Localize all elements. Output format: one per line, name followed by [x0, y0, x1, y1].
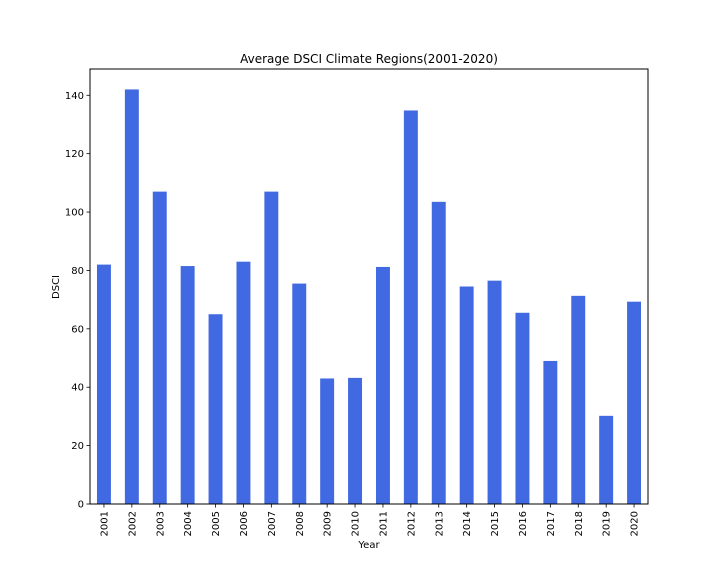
x-tick-label-2014: 2014 [462, 511, 473, 536]
x-tick-label-2018: 2018 [574, 511, 585, 536]
bar-2012 [403, 110, 418, 505]
chart-title: Average DSCI Climate Regions(2001-2020) [240, 52, 498, 66]
bar-2016 [515, 312, 530, 504]
bar-2005 [208, 314, 223, 504]
x-tick-label-2005: 2005 [211, 511, 222, 536]
bar-2019 [599, 415, 614, 504]
x-tick-label-2001: 2001 [99, 511, 110, 536]
x-tick-label-2003: 2003 [155, 511, 166, 536]
y-axis: 0 20 40 60 80 100 120 140 [65, 91, 90, 511]
bar-2001 [96, 264, 111, 504]
bar-2004 [180, 266, 195, 504]
bar-2020 [627, 301, 642, 504]
y-tick-label-80: 80 [71, 266, 84, 277]
y-axis-label: DSCI [51, 275, 62, 299]
bar-2007 [264, 191, 279, 505]
y-tick-label-20: 20 [71, 441, 84, 452]
x-axis-label: Year [357, 540, 380, 551]
bar-2013 [431, 201, 446, 504]
x-tick-label-2012: 2012 [406, 511, 417, 536]
y-tick-label-100: 100 [65, 208, 84, 219]
x-tick-label-2008: 2008 [295, 511, 306, 536]
bar-2010 [348, 377, 363, 504]
x-tick-label-2017: 2017 [546, 511, 557, 536]
bars-group [96, 89, 642, 505]
y-tick-label-40: 40 [71, 383, 84, 394]
y-tick-label-140: 140 [65, 91, 84, 102]
x-tick-label-2002: 2002 [127, 511, 138, 536]
bar-2009 [320, 378, 335, 504]
y-tick-label-0: 0 [78, 500, 84, 511]
x-tick-label-2007: 2007 [267, 511, 278, 536]
x-tick-label-2016: 2016 [518, 511, 529, 536]
x-tick-label-2015: 2015 [490, 511, 501, 536]
x-tick-label-2006: 2006 [239, 511, 250, 536]
x-tick-label-2020: 2020 [630, 511, 641, 536]
y-tick-label-120: 120 [65, 149, 84, 160]
bar-2008 [292, 283, 307, 504]
y-tick-label-60: 60 [71, 324, 84, 335]
x-tick-label-2011: 2011 [378, 511, 389, 536]
x-tick-label-2013: 2013 [434, 511, 445, 536]
bar-2018 [571, 295, 586, 504]
x-tick-label-2019: 2019 [602, 511, 613, 536]
x-axis: 2001 2002 2003 2004 2005 2006 2007 2008 2009 2010… [99, 504, 641, 536]
bar-2003 [152, 191, 167, 505]
x-tick-label-2010: 2010 [351, 511, 362, 536]
bar-2017 [543, 360, 558, 504]
x-tick-label-2009: 2009 [323, 511, 334, 536]
x-tick-label-2004: 2004 [183, 511, 194, 536]
bar-2014 [459, 286, 474, 504]
bar-2002 [124, 89, 139, 504]
bar-2006 [236, 261, 251, 504]
plot-frame [89, 68, 649, 505]
bar-2015 [487, 280, 502, 504]
bar-2011 [375, 266, 390, 504]
